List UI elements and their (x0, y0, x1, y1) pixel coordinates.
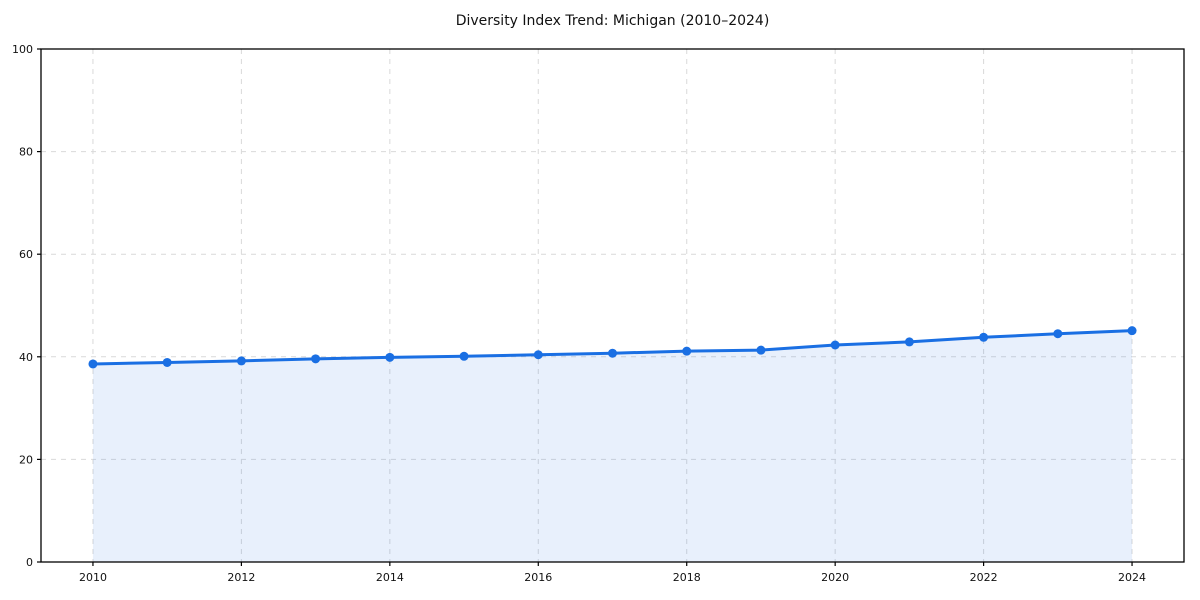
x-tick-label: 2020 (821, 571, 849, 584)
data-point (533, 350, 543, 360)
x-tick-label: 2012 (227, 571, 255, 584)
data-point (756, 345, 766, 355)
y-tick-label: 80 (19, 146, 33, 159)
data-point (979, 332, 989, 342)
data-point (311, 354, 321, 364)
data-point (88, 359, 98, 369)
data-point (459, 351, 469, 361)
x-tick-label: 2010 (79, 571, 107, 584)
x-tick-label: 2018 (673, 571, 701, 584)
plot-frame (40, 48, 1185, 563)
x-tick-label: 2022 (970, 571, 998, 584)
data-point (162, 357, 172, 367)
area-fill (92, 330, 1133, 562)
y-tick-label: 0 (26, 556, 33, 569)
data-point (830, 340, 840, 350)
data-points (88, 326, 1137, 369)
data-point (682, 346, 692, 356)
x-tick-label: 2016 (524, 571, 552, 584)
data-point (385, 352, 395, 362)
x-tick-label: 2024 (1118, 571, 1146, 584)
y-tick-label: 60 (19, 248, 33, 261)
axis-ticks (37, 48, 1133, 566)
axis-tick-labels: 0 20 40 60 80 100 2010 2012 2014 2016 2018 2020 2022… (12, 43, 1146, 584)
data-point (904, 337, 914, 347)
x-tick-label: 2014 (376, 571, 404, 584)
data-point (608, 348, 617, 358)
series-area (92, 330, 1133, 562)
data-point (236, 356, 246, 366)
y-tick-label: 40 (19, 351, 33, 364)
y-tick-label: 20 (19, 453, 33, 466)
chart-title: Diversity Index Trend: Michigan (2010–20… (455, 13, 770, 29)
data-point (1127, 326, 1137, 336)
axes-frame (40, 48, 1185, 563)
y-tick-label: 100 (12, 43, 33, 56)
data-point (1053, 329, 1063, 339)
